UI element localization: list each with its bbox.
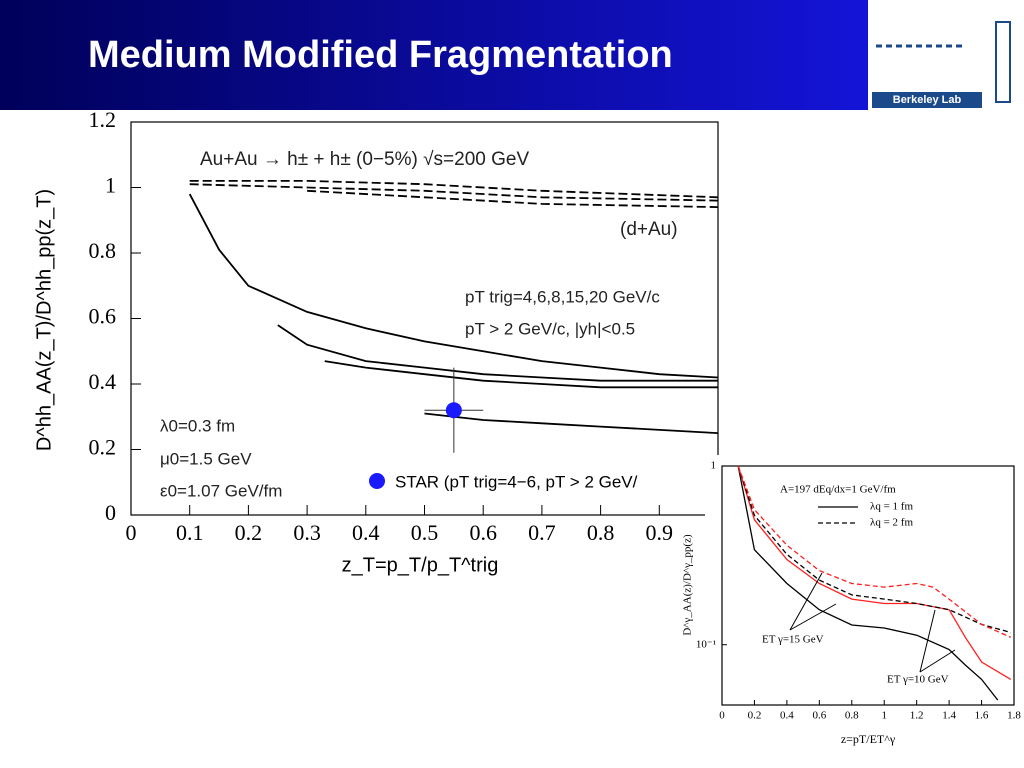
x-tick-label: 0.4: [780, 710, 794, 722]
legend-marker: [369, 473, 385, 489]
legend-label: STAR (pT trig=4−6, pT > 2 GeV/: [395, 472, 638, 491]
x-tick-label: 0.3: [293, 520, 321, 545]
series-line: [188, 193, 719, 379]
arrow: [789, 603, 837, 631]
annotation: μ0=1.5 GeV: [160, 449, 252, 468]
annotation: λq = 2 fm: [870, 517, 913, 529]
chart-background: [705, 455, 1024, 768]
arrow: [919, 609, 936, 673]
x-tick-label: 1: [881, 710, 887, 722]
annotation: ε0=1.07 GeV/fm: [160, 481, 282, 500]
x-tick-label: 0: [719, 710, 725, 722]
y-tick-label: 0.6: [89, 304, 117, 329]
series-line: [737, 465, 1012, 680]
x-tick-label: 1.8: [1007, 710, 1021, 722]
x-tick-label: 0.4: [352, 520, 380, 545]
series-line: [189, 183, 719, 202]
x-tick-label: 0.9: [646, 520, 674, 545]
x-tick-label: 0.2: [235, 520, 263, 545]
series-line: [307, 189, 719, 208]
x-tick-label: 0.1: [176, 520, 204, 545]
y-tick-label: 1: [105, 173, 116, 198]
y-axis-label: D^hh_AA(z_T)/D^hh_pp(z_T): [33, 189, 55, 451]
slide-title: Medium Modified Fragmentation: [88, 34, 673, 76]
header-band: [0, 0, 868, 110]
y-axis-label: D^γ_AA(z)/D^γ_pp(z): [682, 534, 694, 636]
x-tick-label: 0.2: [748, 710, 762, 722]
logo-text: Berkeley Lab: [893, 94, 962, 106]
data-point: [445, 402, 462, 419]
annotation: ET γ=15 GeV: [762, 634, 824, 646]
x-tick-label: 0: [126, 520, 137, 545]
series-line: [324, 360, 718, 389]
arrow: [919, 649, 956, 673]
x-tick-label: 0.5: [411, 520, 439, 545]
y-tick-label: 1: [711, 460, 717, 472]
y-tick-label: 0: [105, 500, 116, 525]
y-tick-label: 0.2: [89, 435, 117, 460]
annotation: A=197 dEq/dx=1 GeV/fm: [780, 484, 896, 496]
series-line: [737, 465, 1011, 634]
series-line: [737, 465, 1012, 638]
series-line: [737, 465, 999, 701]
arrow: [789, 572, 823, 631]
plot-frame: [721, 465, 1015, 706]
x-tick-label: 1.6: [975, 710, 989, 722]
chart: 0 0.2 0.4 0.6 0.8 1 1.2 0 0.1 0.2 0.3 0.4 0.5 0.6 0.7 0…: [33, 107, 719, 576]
x-tick-label: 0.8: [845, 710, 859, 722]
y-tick-label: 0.4: [89, 369, 117, 394]
y-tick-label: 10⁻¹: [696, 638, 716, 650]
annotation: Au+Au → h± + h± (0−5%) √s=200 GeV: [200, 149, 529, 170]
series-line: [277, 324, 718, 382]
x-axis-label: z=pT/ET^γ: [841, 732, 896, 746]
annotation: λ0=0.3 fm: [160, 416, 235, 435]
chart: 10⁻¹ 1 0 0.2 0.4 0.6 0.8 1 1.2 1.4 1.6 1.8 D^γ_AA(z)…: [682, 455, 1024, 768]
x-tick-label: 0.8: [587, 520, 615, 545]
annotation: pT > 2 GeV/c, |yh|<0.5: [465, 319, 635, 338]
annotation: ET γ=10 GeV: [887, 674, 949, 686]
x-tick-label: 0.7: [528, 520, 556, 545]
x-tick-label: 0.6: [469, 520, 497, 545]
annotation: pT trig=4,6,8,15,20 GeV/c: [465, 287, 660, 306]
series-line: [424, 412, 719, 434]
x-tick-label: 0.6: [812, 710, 826, 722]
series-line: [189, 180, 719, 199]
x-axis-label: z_T=p_T/p_T^trig: [342, 554, 499, 576]
annotation: (d+Au): [620, 219, 678, 240]
annotation: λq = 1 fm: [870, 501, 913, 513]
y-tick-label: 1.2: [89, 107, 117, 132]
x-tick-label: 1.4: [942, 710, 956, 722]
logo: Berkeley Lab: [872, 4, 1011, 108]
x-tick-label: 1.2: [910, 710, 924, 722]
y-tick-label: 0.8: [89, 238, 117, 263]
